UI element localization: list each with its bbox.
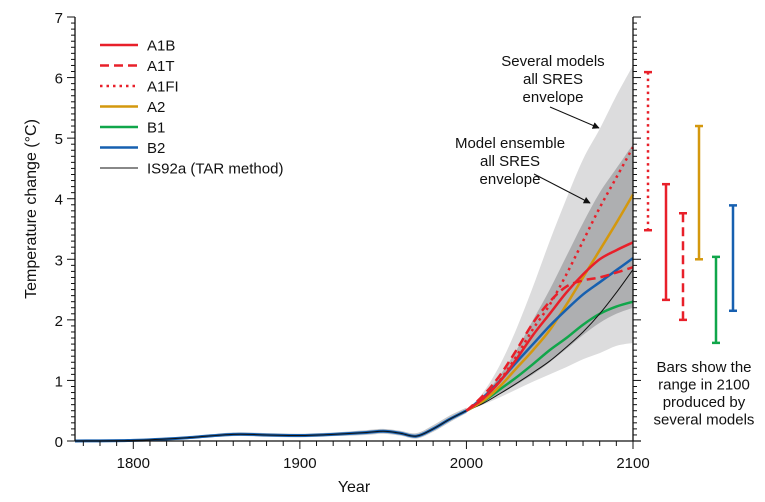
x-tick-label: 2000 xyxy=(450,455,483,472)
legend-label-a2: A2 xyxy=(147,99,165,116)
series-line-a1b xyxy=(465,241,634,412)
series-line-a2 xyxy=(465,193,635,412)
annotation-outer-envelope: envelope xyxy=(523,89,584,106)
legend-label-b1: B1 xyxy=(147,120,165,137)
x-tick-label: 1800 xyxy=(117,455,150,472)
axes: 0 1 2 3 4 5 6 7 1800 1900 2000 2100 xyxy=(55,10,650,472)
y-tick-label: 3 xyxy=(55,252,63,269)
y-tick-label: 4 xyxy=(55,192,63,209)
y-tick-label: 2 xyxy=(55,313,63,330)
annotation-bars-note: Bars show the xyxy=(656,359,751,376)
annotation-outer-envelope: Several models xyxy=(501,53,604,70)
annotation-bars-note: range in 2100 xyxy=(658,377,750,394)
legend-label-a1b: A1B xyxy=(147,38,175,55)
y-tick-label: 5 xyxy=(55,131,63,148)
series-line-a1fi xyxy=(465,146,635,412)
historical-line-core xyxy=(74,410,467,442)
legend-label-b2: B2 xyxy=(147,140,165,157)
legend-label-a1t: A1T xyxy=(147,58,175,75)
arrow-inner-envelope xyxy=(533,173,591,204)
annotation-inner-envelope: Model ensemble xyxy=(455,135,565,152)
range-bars-2100 xyxy=(644,70,737,345)
legend: A1B A1T A1FI A2 B1 B2 IS92a (TAR method) xyxy=(100,38,283,178)
inner-envelope-band xyxy=(466,144,633,411)
annotation-outer-envelope: all SRES xyxy=(523,71,583,88)
series-line-b1 xyxy=(465,300,634,412)
y-tick-label: 7 xyxy=(55,10,63,27)
legend-label-a1fi: A1FI xyxy=(147,79,179,96)
series-lines xyxy=(74,146,635,443)
y-axis-title: Temperature change (°C) xyxy=(23,119,40,299)
series-line-a1t xyxy=(465,265,634,412)
legend-label-is92a: IS92a (TAR method) xyxy=(147,161,283,178)
historical-line xyxy=(74,409,468,443)
arrow-outer-envelope xyxy=(549,106,600,129)
annotation-bars-note: produced by xyxy=(663,394,746,411)
series-line-is92a xyxy=(466,269,634,412)
x-axis-title: Year xyxy=(338,479,371,496)
x-tick-label: 1900 xyxy=(283,455,316,472)
annotation-inner-envelope: all SRES xyxy=(480,153,540,170)
y-tick-label: 6 xyxy=(55,71,63,88)
annotation-bars-note: several models xyxy=(654,412,755,429)
x-tick-label: 2100 xyxy=(616,455,649,472)
y-tick-label: 0 xyxy=(55,434,63,451)
y-tick-label: 1 xyxy=(55,373,63,390)
annotation-inner-envelope: envelope xyxy=(480,171,541,188)
